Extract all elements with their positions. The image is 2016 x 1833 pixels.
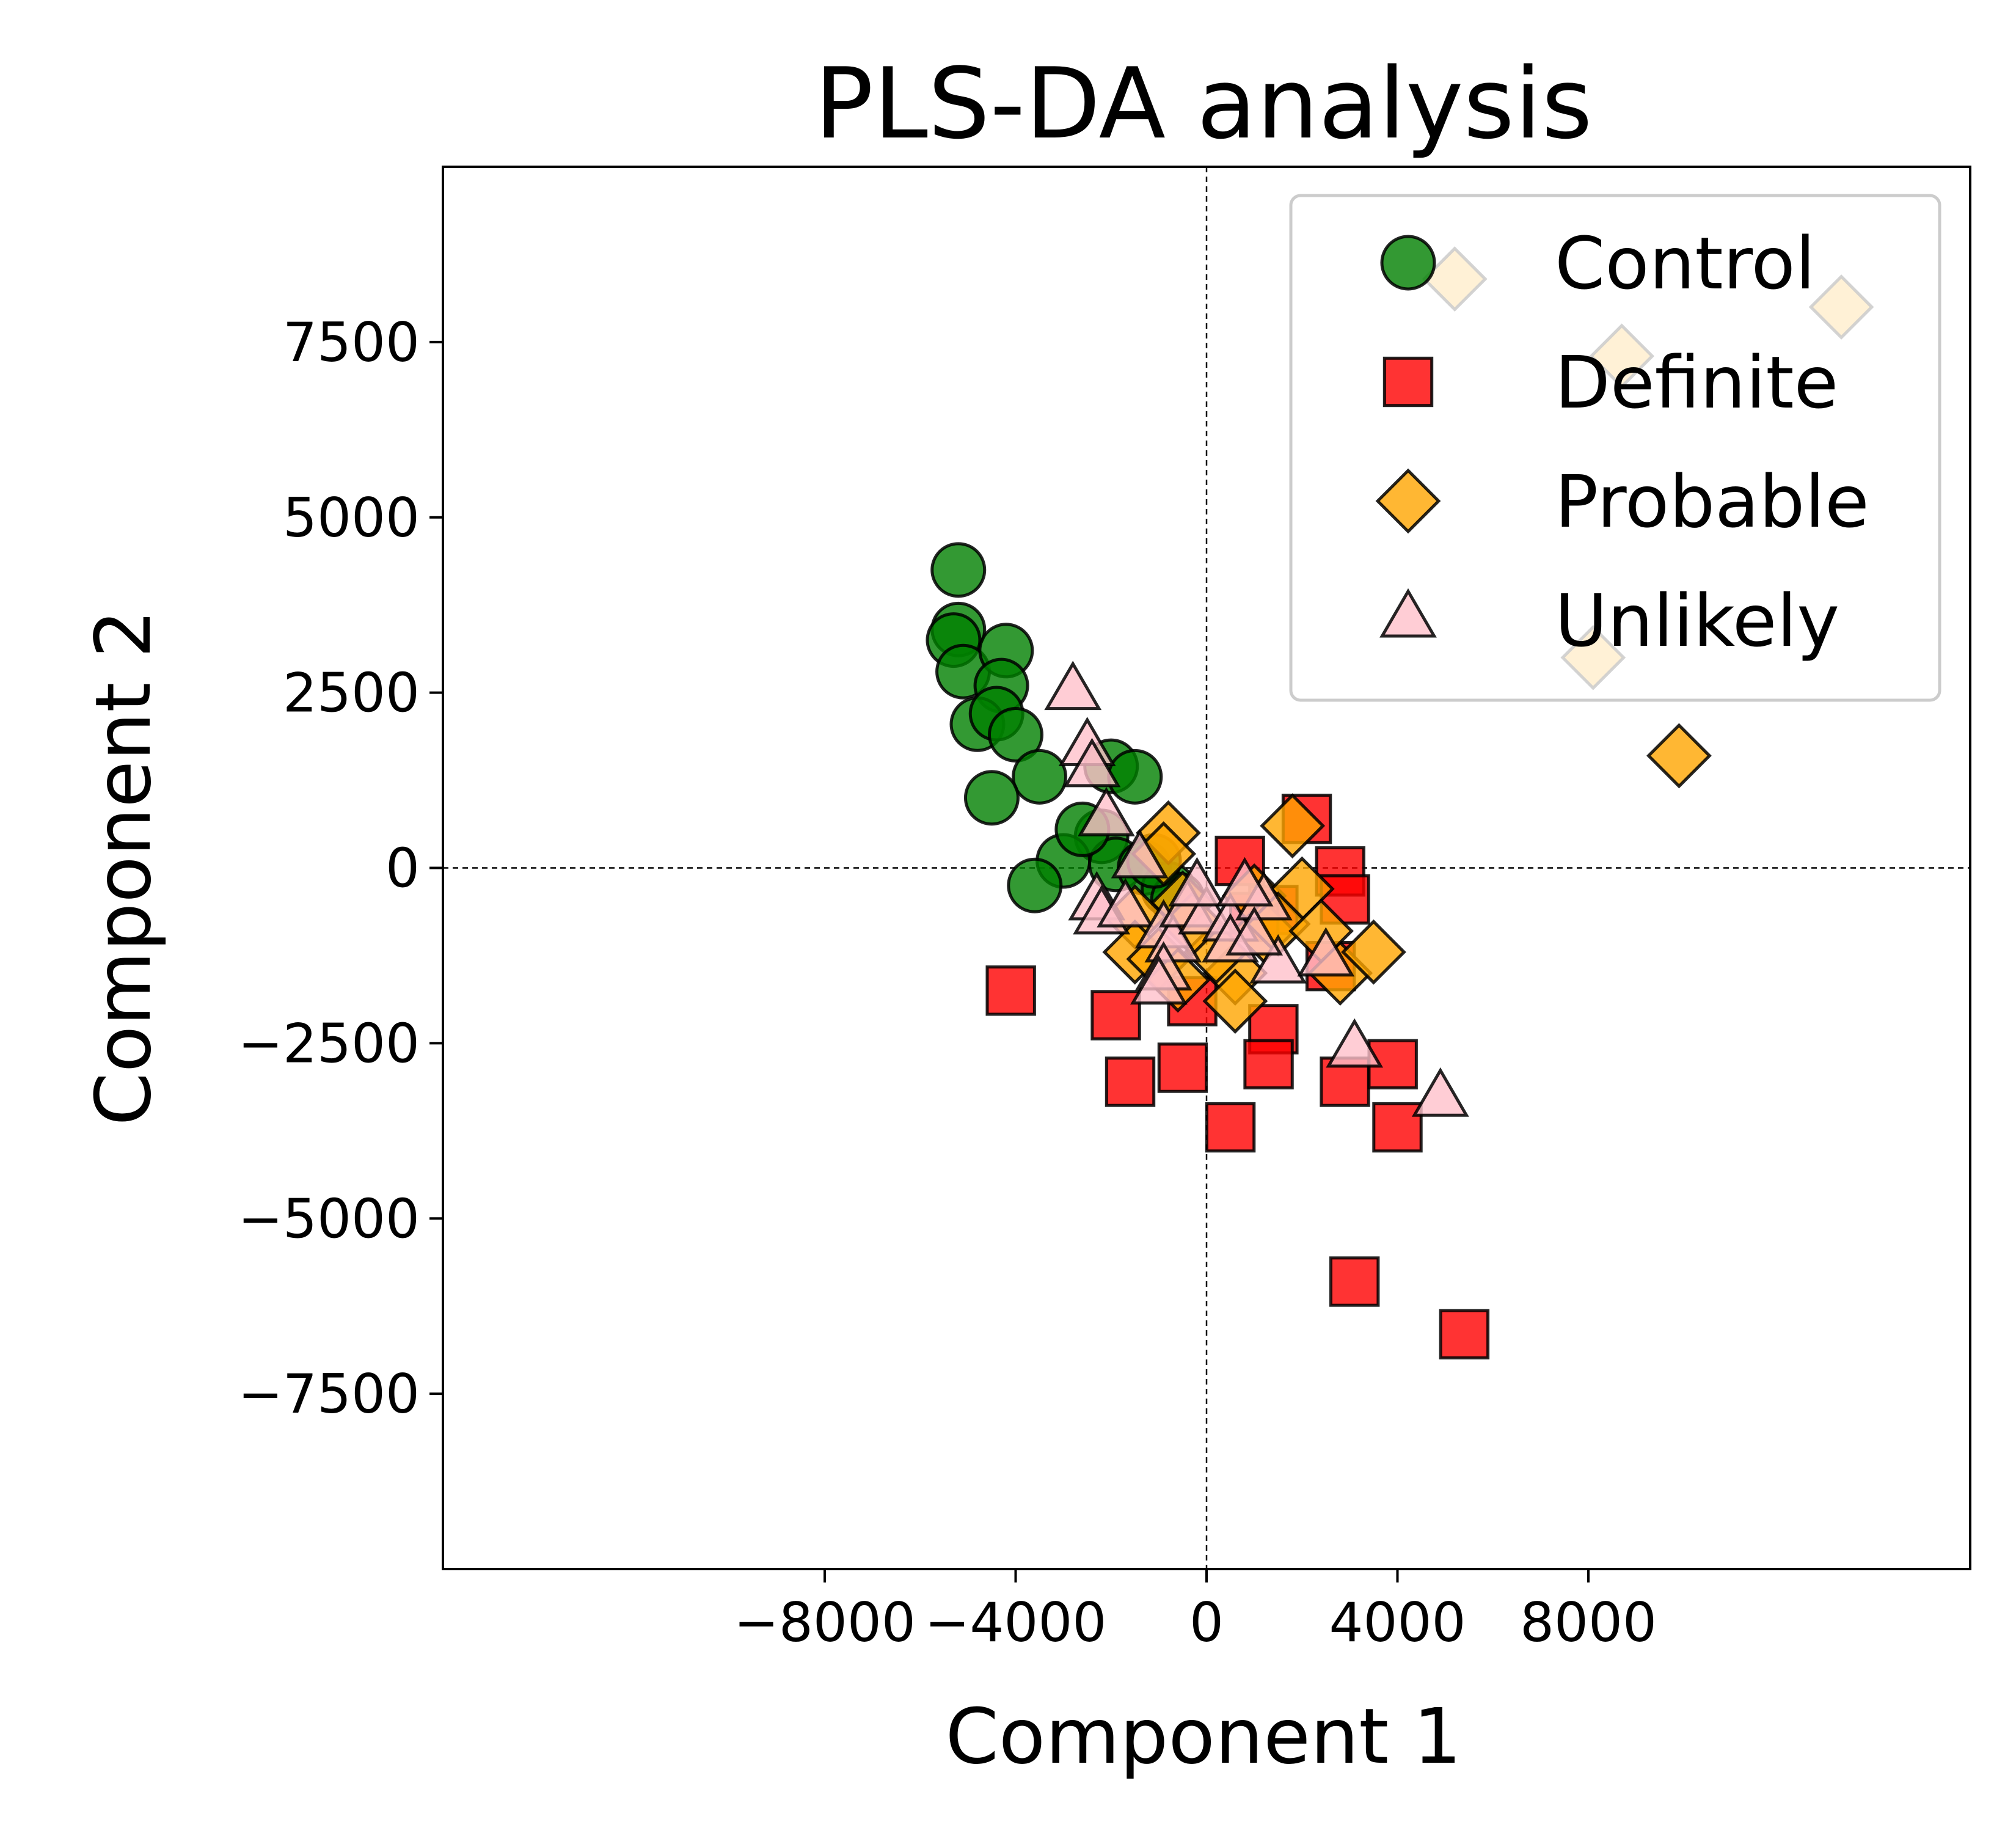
point-unlikely — [1326, 1018, 1384, 1068]
plot-area — [443, 167, 1970, 1569]
point-probable — [1260, 793, 1326, 859]
data-points — [926, 246, 1874, 1359]
point-unlikely — [1078, 786, 1135, 836]
legend-label-control: Control — [1555, 221, 1816, 306]
point-unlikely — [1097, 878, 1155, 927]
legend-marker-definite — [1382, 356, 1434, 408]
x-tick-label: 4000 — [1329, 1591, 1466, 1654]
point-unlikely — [1044, 660, 1102, 711]
chart-title: PLS-DA analysis — [814, 46, 1592, 161]
point-definite — [985, 965, 1036, 1016]
point-probable — [1646, 723, 1712, 789]
point-definite — [1329, 1256, 1380, 1307]
point-definite — [1243, 1039, 1294, 1089]
point-unlikely — [1249, 934, 1307, 984]
point-definite — [1157, 1042, 1208, 1093]
x-tick-label: 0 — [1189, 1591, 1224, 1654]
point-definite — [1205, 1102, 1256, 1153]
legend-marker-unlikely — [1379, 588, 1437, 638]
y-tick-label: 0 — [385, 837, 420, 900]
point-definite — [1105, 1056, 1156, 1107]
point-unlikely — [1411, 1067, 1469, 1117]
y-tick-label: −5000 — [238, 1187, 420, 1250]
point-unlikely — [1130, 955, 1188, 1005]
point-definite — [1372, 1102, 1423, 1153]
point-unlikely — [1216, 857, 1274, 907]
point-control — [1012, 748, 1068, 805]
point-control — [1007, 857, 1063, 913]
y-tick-label: 5000 — [283, 486, 420, 549]
point-probable — [1341, 919, 1406, 985]
point-unlikely — [1225, 906, 1284, 956]
point-definite — [1090, 990, 1141, 1041]
legend-label-definite: Definite — [1555, 340, 1838, 425]
x-tick-label: −4000 — [925, 1591, 1107, 1654]
point-unlikely — [1111, 829, 1169, 879]
y-tick-label: 7500 — [283, 311, 420, 374]
point-unlikely — [1063, 737, 1121, 788]
series-unlikely — [1044, 660, 1469, 1117]
legend: Control Definite Probable Unlikely — [1289, 194, 1941, 702]
legend-box — [1289, 194, 1941, 702]
legend-label-probable: Probable — [1555, 459, 1869, 544]
point-control — [1107, 748, 1163, 805]
y-tick-label: 2500 — [283, 662, 420, 725]
y-axis-label: Component 2 — [79, 610, 168, 1126]
y-tick-label: −7500 — [238, 1363, 420, 1425]
x-tick-label: 8000 — [1520, 1591, 1657, 1654]
point-probable — [1202, 968, 1268, 1034]
legend-label-unlikely: Unlikely — [1555, 579, 1839, 663]
point-control — [963, 770, 1020, 826]
legend-marker-control — [1380, 235, 1436, 291]
point-definite — [1439, 1309, 1490, 1359]
x-tick-label: −8000 — [734, 1591, 916, 1654]
point-unlikely — [1297, 927, 1355, 977]
axis-ticks: −8000 −4000 0 4000 8000 −7500 −5000 −2500 0 2500 5… — [238, 311, 1657, 1654]
point-unlikely — [1168, 857, 1226, 907]
x-axis-label: Component 1 — [946, 1692, 1462, 1781]
point-control — [988, 706, 1043, 763]
y-tick-label: −2500 — [238, 1012, 420, 1075]
legend-marker-probable — [1375, 468, 1441, 534]
point-control — [930, 542, 987, 598]
